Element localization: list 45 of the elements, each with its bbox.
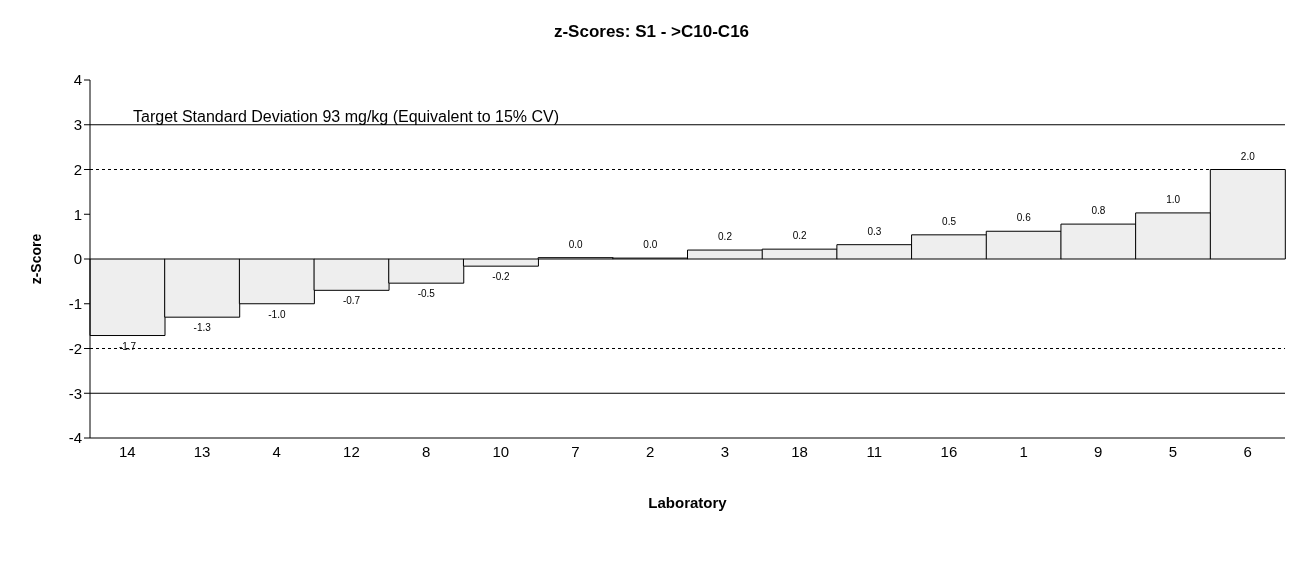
data-label: -0.7 [342, 295, 361, 307]
x-tick-label: 9 [1094, 442, 1103, 460]
chart-title: z-Scores: S1 - >C10-C16 [552, 22, 751, 42]
y-tick-label: -2 [68, 339, 82, 357]
x-tick-label: 10 [492, 442, 510, 460]
x-tick-label: 2 [645, 442, 655, 460]
y-tick-label: -1 [68, 295, 82, 313]
data-label: -0.5 [417, 288, 436, 300]
data-label: 1.0 [1166, 193, 1181, 205]
data-label: 0.2 [718, 231, 733, 243]
y-tick-label: 1 [73, 205, 82, 223]
y-tick-label: -3 [68, 384, 82, 402]
x-tick-label: 8 [421, 442, 431, 460]
x-tick-label: 18 [791, 442, 808, 460]
data-label: -1.0 [268, 308, 286, 320]
data-label: 0.8 [1091, 205, 1106, 217]
data-label: -1.7 [118, 340, 137, 352]
data-label: 2.0 [1240, 150, 1256, 162]
y-tick-label: 2 [73, 160, 82, 178]
y-tick-label: 0 [73, 250, 82, 268]
data-label: 0.2 [792, 230, 808, 242]
x-axis-title: Laboratory [648, 494, 728, 511]
x-tick-label: 14 [119, 442, 136, 460]
x-tick-label: 3 [720, 442, 730, 460]
x-tick-label: 4 [272, 442, 281, 460]
x-tick-label: 7 [571, 442, 580, 460]
x-tick-label: 12 [343, 442, 360, 460]
data-label: 0.0 [568, 238, 584, 250]
x-tick-label: 5 [1168, 442, 1178, 460]
x-tick-label: 16 [940, 442, 958, 460]
y-tick-label: 4 [73, 71, 82, 89]
x-tick-label: 13 [193, 442, 211, 460]
data-label: -0.2 [492, 271, 510, 283]
x-tick-label: 6 [1243, 442, 1252, 460]
data-label: -1.3 [193, 322, 212, 334]
annotation: Target Standard Deviation 93 mg/kg (Equivalent to 15% CV) [133, 108, 560, 126]
y-tick-label: 3 [73, 116, 82, 134]
data-label: 0.0 [643, 239, 658, 251]
x-tick-label: 1 [1019, 442, 1028, 460]
data-label: 0.6 [1016, 212, 1032, 224]
y-axis-title: z-Score [27, 233, 44, 285]
y-tick-label: -4 [68, 429, 82, 447]
data-label: 0.3 [867, 225, 882, 237]
data-label: 0.5 [942, 215, 957, 227]
x-tick-label: 11 [866, 442, 883, 460]
